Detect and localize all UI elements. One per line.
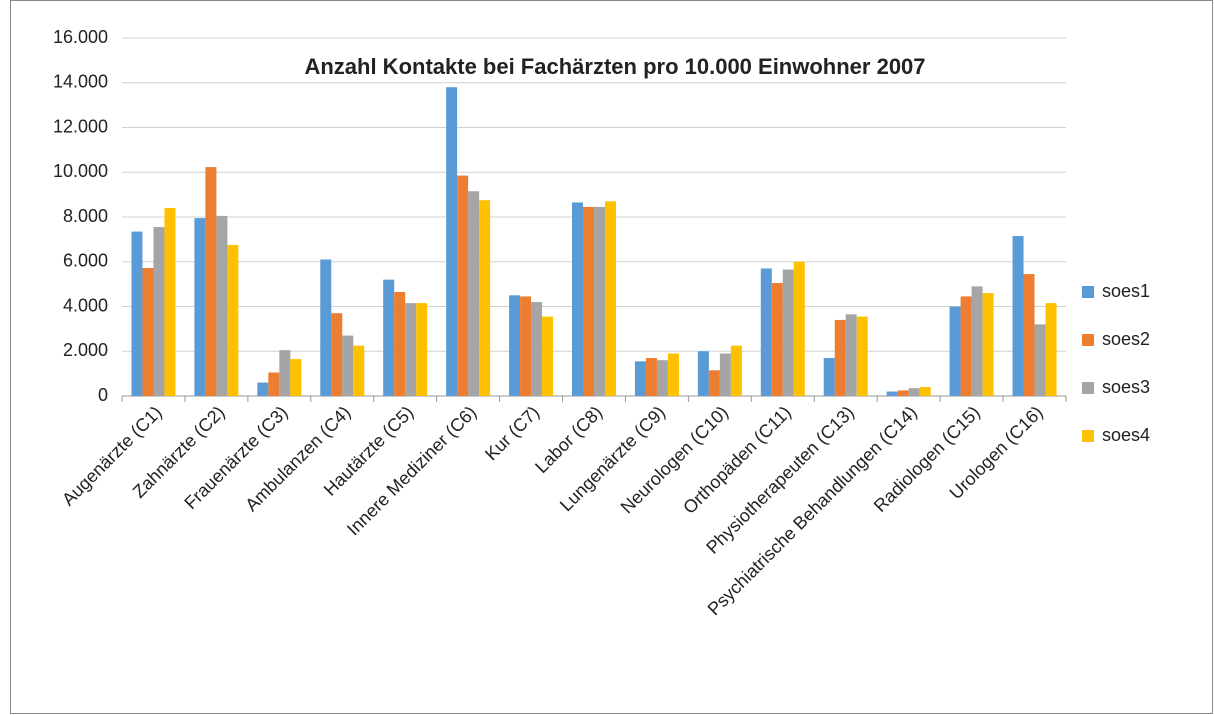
bar xyxy=(331,313,343,396)
bar xyxy=(656,360,668,396)
bar xyxy=(457,175,469,396)
bar xyxy=(153,227,165,396)
bar xyxy=(645,357,657,396)
y-tick-label: 8.000 xyxy=(63,206,108,226)
legend-label: soes3 xyxy=(1102,377,1150,397)
bar xyxy=(1045,303,1057,396)
bar xyxy=(771,283,783,396)
y-tick-label: 4.000 xyxy=(63,295,108,315)
bar xyxy=(320,259,332,396)
bar xyxy=(257,382,269,396)
bar xyxy=(719,353,731,396)
bar xyxy=(194,218,206,396)
bar xyxy=(919,387,931,396)
legend-swatch xyxy=(1082,286,1094,298)
y-tick-label: 0 xyxy=(98,385,108,405)
bar xyxy=(290,359,302,396)
bar xyxy=(782,269,794,396)
bar xyxy=(960,296,972,396)
y-tick-label: 16.000 xyxy=(53,27,108,47)
bar xyxy=(268,372,280,396)
bar xyxy=(142,268,154,396)
legend-swatch xyxy=(1082,430,1094,442)
bar xyxy=(520,296,532,396)
bar xyxy=(1012,236,1024,396)
bar xyxy=(479,200,491,396)
y-tick-label: 12.000 xyxy=(53,116,108,136)
bar xyxy=(509,295,521,396)
bar xyxy=(823,357,835,396)
bar xyxy=(542,316,554,396)
y-tick-label: 2.000 xyxy=(63,340,108,360)
bar xyxy=(897,390,909,396)
bar xyxy=(394,291,406,396)
legend-label: soes2 xyxy=(1102,329,1150,349)
bar xyxy=(594,206,605,396)
bar xyxy=(834,319,846,396)
legend-swatch xyxy=(1082,334,1094,346)
bar xyxy=(845,314,857,396)
bar xyxy=(697,351,709,396)
bar xyxy=(405,303,417,396)
bar xyxy=(708,370,720,396)
bar xyxy=(531,302,543,396)
bar xyxy=(572,202,583,396)
bar xyxy=(760,268,772,396)
bar xyxy=(982,293,994,396)
bar xyxy=(446,87,458,396)
bar xyxy=(131,231,143,396)
bar xyxy=(164,208,176,396)
legend-swatch xyxy=(1082,382,1094,394)
bar xyxy=(342,335,354,396)
chart-title: Anzahl Kontakte bei Fachärzten pro 10.00… xyxy=(304,54,925,79)
bar xyxy=(634,361,646,396)
y-tick-label: 14.000 xyxy=(53,72,108,92)
legend-label: soes1 xyxy=(1102,281,1150,301)
bar xyxy=(949,306,961,396)
bar xyxy=(908,388,920,396)
bar xyxy=(279,350,291,396)
bar xyxy=(886,391,898,396)
bar xyxy=(605,201,616,396)
bar xyxy=(856,316,868,396)
bar xyxy=(1023,274,1035,396)
bar xyxy=(667,353,679,396)
bar xyxy=(583,206,594,396)
bar xyxy=(1034,324,1046,396)
bar xyxy=(353,345,365,396)
bar xyxy=(383,279,395,396)
y-tick-label: 10.000 xyxy=(53,161,108,181)
bar xyxy=(730,345,742,396)
bar xyxy=(971,286,983,396)
bar xyxy=(227,244,239,396)
y-tick-label: 6.000 xyxy=(63,251,108,271)
bar xyxy=(793,261,805,396)
bar xyxy=(468,191,480,396)
bar xyxy=(205,167,217,396)
bar xyxy=(216,215,228,396)
bar xyxy=(416,303,428,396)
legend-label: soes4 xyxy=(1102,425,1150,445)
